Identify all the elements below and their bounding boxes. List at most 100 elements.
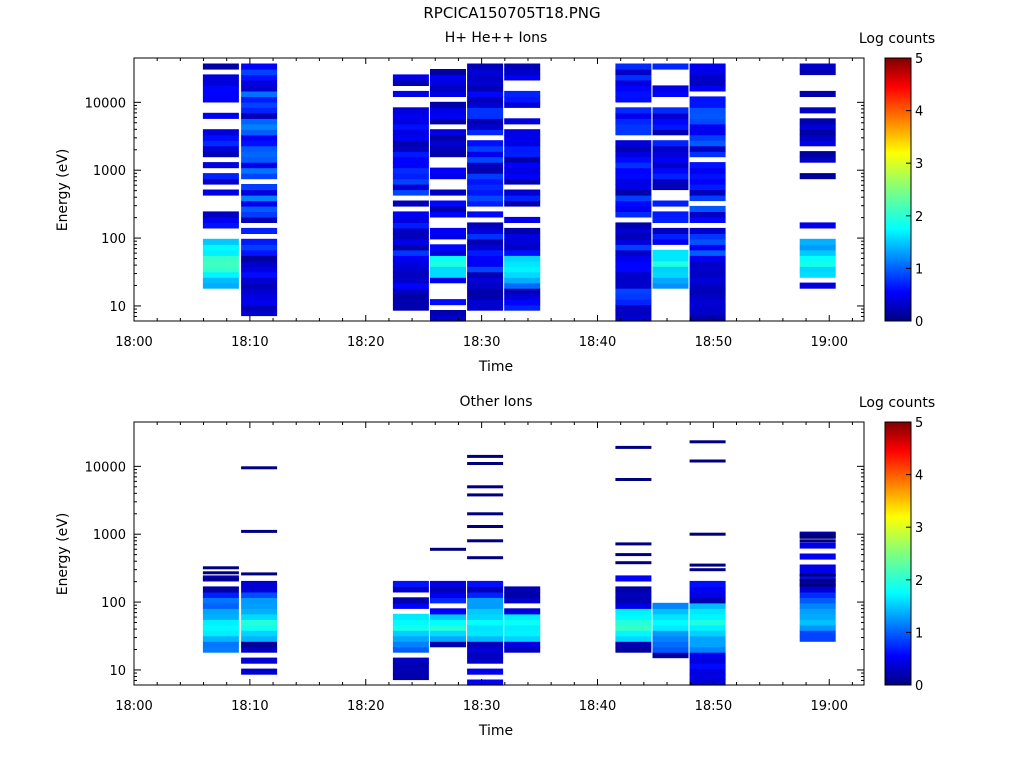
spectrogram-cell — [241, 184, 278, 191]
spectrogram-cell — [504, 173, 541, 180]
spectrogram-cell — [241, 668, 278, 675]
x-axis-label-1: Time — [478, 359, 513, 375]
spectrogram-cell — [504, 74, 541, 81]
spectrogram-cell — [202, 112, 239, 119]
spectrogram-cell — [504, 101, 541, 108]
spectrogram-cell — [615, 222, 652, 229]
spectrogram-cell — [392, 167, 429, 174]
spectrogram-cell — [615, 255, 652, 262]
spectrogram-cell — [241, 619, 278, 626]
spectrogram-cell — [241, 602, 278, 609]
spectrogram-cell — [241, 613, 278, 620]
spectrogram-cell — [689, 249, 726, 256]
spectrogram-cell — [615, 260, 652, 267]
spectrogram-cell — [504, 238, 541, 245]
spectrogram-cell — [615, 310, 652, 317]
spectrogram-line — [799, 578, 836, 582]
spectrogram-cell — [689, 211, 726, 218]
spectrogram-cell — [467, 85, 504, 92]
x-axis-label-2: Time — [478, 723, 513, 739]
spectrogram-cell — [241, 167, 278, 174]
spectrogram-cell — [392, 211, 429, 218]
spectrogram-cell — [467, 123, 504, 130]
spectrogram-cell — [615, 597, 652, 604]
spectrogram-cell — [504, 630, 541, 637]
spectrogram-cell — [467, 299, 504, 306]
spectrogram-cell — [392, 173, 429, 180]
spectrogram-cell — [202, 145, 239, 152]
spectrogram-cell — [241, 249, 278, 256]
spectrogram-cell — [430, 249, 466, 256]
x-tick-label: 18:20 — [347, 699, 384, 714]
plot-frame-2 — [133, 421, 865, 686]
spectrogram-cell — [241, 216, 278, 223]
spectrogram-cell — [689, 613, 726, 620]
spectrogram-cell — [689, 112, 726, 119]
spectrogram-cell — [241, 591, 278, 598]
spectrogram-cell — [202, 619, 239, 626]
spectrogram-cell — [799, 151, 836, 158]
colorbar-tick-label: 4 — [915, 469, 923, 484]
spectrogram-cell — [430, 74, 466, 81]
spectrogram-cell — [652, 107, 689, 114]
colorbar-tick-label: 1 — [915, 626, 923, 641]
spectrogram-cell — [689, 580, 726, 587]
spectrogram-cell — [504, 156, 541, 163]
spectrogram-cell — [689, 591, 726, 598]
spectrogram-cell — [241, 266, 278, 273]
spectrogram-cell — [689, 266, 726, 273]
spectrogram-line — [799, 583, 836, 587]
spectrogram-cell — [615, 156, 652, 163]
spectrogram-cell — [799, 613, 836, 620]
spectrogram-line — [467, 462, 504, 465]
colorbar-tick-label: 0 — [915, 679, 923, 694]
spectrogram-cell — [467, 580, 504, 587]
spectrogram-cell — [392, 145, 429, 152]
spectrogram-cell — [241, 211, 278, 218]
y-axis-label-2: Energy (eV) — [55, 513, 71, 596]
spectrogram-cell — [799, 569, 836, 576]
spectrogram-cell — [467, 624, 504, 631]
spectrogram-cell — [467, 211, 504, 218]
colorbar-tick-label: 1 — [915, 262, 923, 277]
spectrogram-cell — [202, 189, 239, 196]
spectrogram-cell — [615, 608, 652, 615]
spectrogram-cell — [799, 602, 836, 609]
spectrogram-cell — [430, 151, 466, 158]
spectrogram-cell — [504, 178, 541, 185]
spectrogram-cell — [689, 74, 726, 81]
spectrogram-cell — [615, 90, 652, 97]
spectrogram-cell — [202, 238, 239, 245]
colorbar-tick-label: 5 — [915, 416, 923, 431]
spectrogram-cell — [504, 288, 541, 295]
spectrogram-cell — [652, 624, 689, 631]
y-axis-1: 10 100 1000 10000 — [85, 96, 864, 322]
spectrogram-cell — [799, 63, 836, 70]
spectrogram-cell — [467, 641, 504, 648]
spectrogram-cell — [392, 580, 429, 587]
spectrogram-cell — [202, 151, 239, 158]
spectrogram-cell — [689, 293, 726, 300]
spectrogram-cell — [504, 227, 541, 234]
spectrogram-cell — [467, 668, 504, 675]
spectrogram-line — [467, 525, 504, 528]
spectrogram-cell — [430, 641, 466, 648]
spectrogram-cell — [202, 129, 239, 136]
spectrogram-cell — [615, 288, 652, 295]
spectrogram-cell — [615, 630, 652, 637]
y-tick-label: 10000 — [85, 460, 126, 475]
spectrogram-cell — [689, 173, 726, 180]
spectrogram-cell — [799, 118, 836, 125]
spectrogram-cell — [467, 657, 504, 664]
x-tick-label: 18:40 — [579, 699, 616, 714]
spectrogram-cell — [615, 591, 652, 598]
spectrogram-cell — [689, 63, 726, 70]
spectrogram-cell — [241, 657, 278, 664]
spectrogram-cell — [652, 249, 689, 256]
spectrogram-cell — [689, 663, 726, 670]
spectrogram-cell — [615, 249, 652, 256]
spectrogram-cell — [241, 118, 278, 125]
spectrogram-cell — [799, 266, 836, 273]
spectrogram-cell — [202, 591, 239, 598]
spectrogram-cell — [689, 288, 726, 295]
